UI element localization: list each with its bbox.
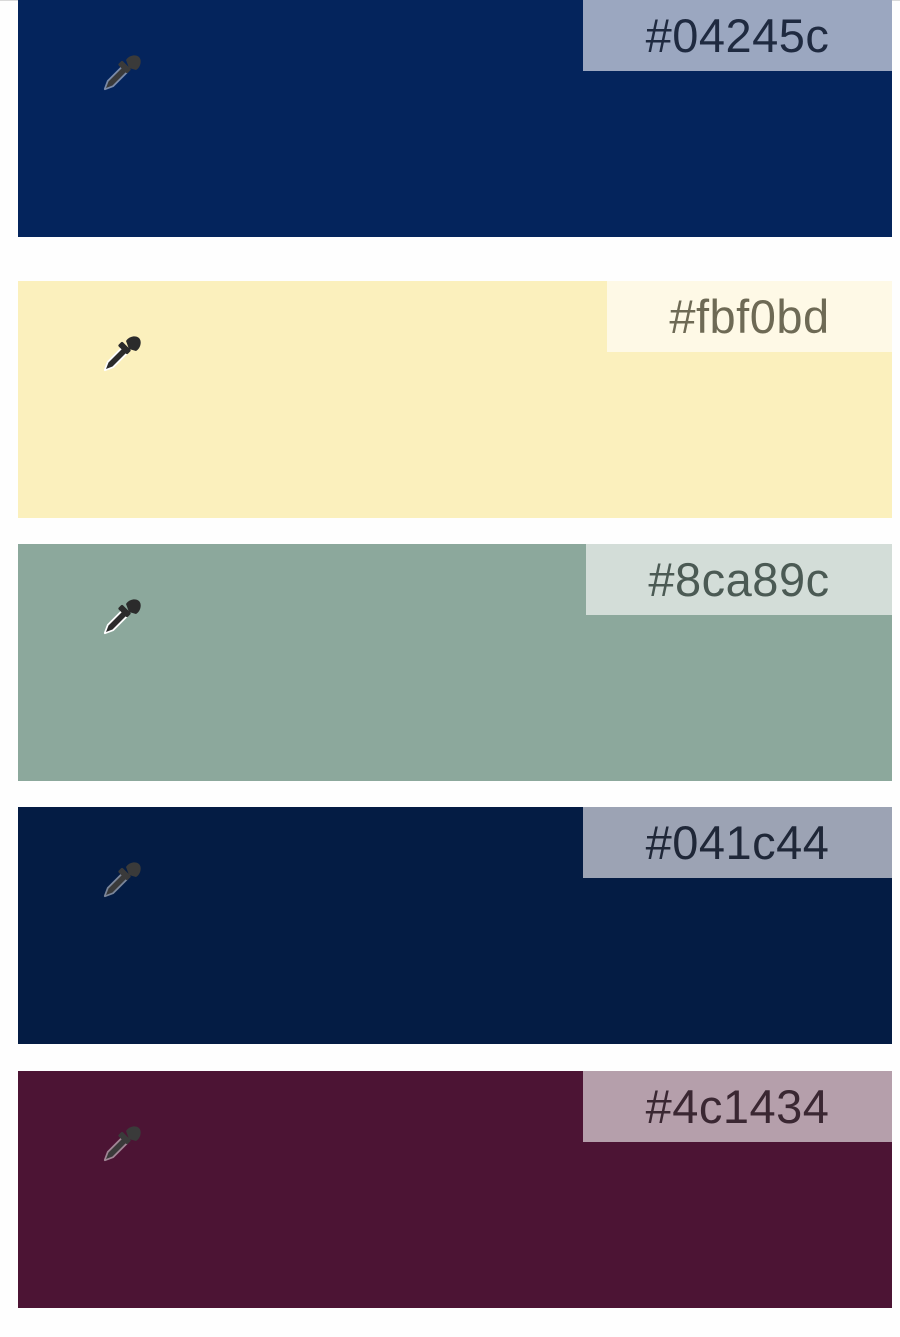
color-swatch-2[interactable]: #8ca89c (18, 544, 892, 781)
eyedropper-icon[interactable] (100, 1121, 144, 1165)
hex-code-label[interactable]: #04245c (583, 0, 892, 71)
hex-code-label[interactable]: #8ca89c (586, 544, 892, 615)
hex-code-label[interactable]: #041c44 (583, 807, 892, 878)
eyedropper-icon[interactable] (100, 50, 144, 94)
eyedropper-icon[interactable] (100, 331, 144, 375)
color-swatch-4[interactable]: #4c1434 (18, 1071, 892, 1308)
eyedropper-icon[interactable] (100, 857, 144, 901)
color-swatch-3[interactable]: #041c44 (18, 807, 892, 1044)
hex-code-label[interactable]: #fbf0bd (607, 281, 892, 352)
hex-code-label[interactable]: #4c1434 (583, 1071, 892, 1142)
color-swatch-1[interactable]: #fbf0bd (18, 281, 892, 518)
color-swatch-5[interactable]: #04245c (18, 0, 892, 237)
eyedropper-icon[interactable] (100, 594, 144, 638)
